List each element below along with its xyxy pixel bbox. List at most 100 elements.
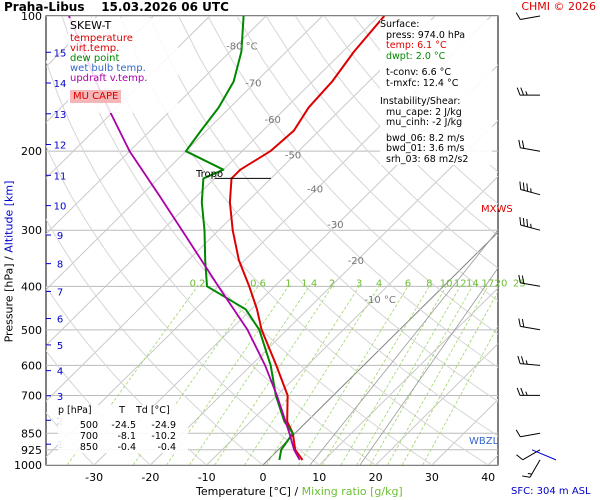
legend-item-temperature: temperature xyxy=(70,33,133,44)
table-row: 700 -8.1 -10.2 xyxy=(58,431,188,442)
wind-barb-flag xyxy=(522,182,525,191)
dry-adiabat xyxy=(207,16,498,335)
mixing-ratio-label: 6 xyxy=(405,278,411,289)
mixing-ratio-line xyxy=(387,286,489,465)
srh03-value: srh_03: 68 m2/s2 xyxy=(386,153,469,165)
wind-barb-flag xyxy=(521,275,525,284)
wind-barb-flag xyxy=(521,356,525,365)
legend: SKEW-T temperature virt.temp. dew point … xyxy=(68,18,178,113)
wind-barb-staff xyxy=(520,15,541,20)
temperature-tick-label: -10 xyxy=(198,471,216,484)
wind-barb-staff xyxy=(520,147,541,152)
isotherm-label: -50 xyxy=(285,151,301,162)
isotherm-line xyxy=(206,175,498,465)
wind-barb-flag xyxy=(517,355,521,364)
level-table: p [hPa] T Td [°C] 500 -24.5 -24.9 700 -8… xyxy=(58,405,188,453)
wind-barb-flag xyxy=(515,12,521,20)
altitude-tick-label: 3 xyxy=(57,392,63,403)
wind-barb-half-flag xyxy=(527,472,532,475)
wind-barb-flag xyxy=(516,454,523,461)
table-cell-td: -24.9 xyxy=(151,420,176,431)
wind-barb-staff xyxy=(520,363,541,366)
y-axis-separator: / xyxy=(2,256,16,260)
surface-tconv: t-conv: 6.6 °C xyxy=(386,67,452,78)
table-header-t: T xyxy=(119,405,125,416)
mixing-ratio-label: 0.2 xyxy=(190,278,206,289)
wind-barb xyxy=(518,274,541,287)
wind-barb-half-flag xyxy=(525,91,528,96)
wind-barb-half-flag xyxy=(525,360,528,365)
wind-barb-flag xyxy=(518,139,521,148)
surface-dwpt: dwpt: 2.0 °C xyxy=(386,50,446,62)
pressure-tick-label: 850 xyxy=(21,427,42,440)
mixing-ratio-line xyxy=(266,286,380,465)
dry-adiabat xyxy=(46,144,320,465)
pressure-tick-label: 700 xyxy=(21,389,42,402)
credit-label: CHMI © 2026 xyxy=(521,0,596,13)
surface-temp: temp: 6.1 °C xyxy=(386,40,447,51)
wind-barb-staff xyxy=(520,189,541,196)
mixing-ratio-label: 17 xyxy=(482,278,495,289)
mixing-ratio-label: 25 xyxy=(513,278,526,289)
isotherm-line xyxy=(375,343,498,465)
pressure-tick-label: 100 xyxy=(21,10,42,23)
isotherm-label: -80 °C xyxy=(226,42,258,53)
legend-item-wet-bulb: wet bulb temp. xyxy=(70,63,146,74)
altitude-tick-label: 4 xyxy=(57,367,63,378)
mixing-ratio-label: 10 xyxy=(440,278,453,289)
instability-title: Instability/Shear: xyxy=(380,96,461,107)
dry-adiabat xyxy=(46,59,376,465)
mixing-ratio-label: 1.4 xyxy=(301,278,317,289)
dry-adiabat xyxy=(46,218,264,465)
wind-barb-flag xyxy=(518,318,521,327)
station-title: Praha-Libus 15.03.2026 06 UTC xyxy=(4,0,229,14)
x-axis-mixing-label: Mixing ratio [g/kg] xyxy=(301,485,403,498)
wind-barb-flag xyxy=(521,318,525,328)
pressure-tick-label: 200 xyxy=(21,145,42,158)
isotherm-label: -40 xyxy=(307,185,323,196)
wind-barb-flag xyxy=(521,140,525,149)
level-table-header: p [hPa] T Td [°C] xyxy=(58,405,188,416)
wind-barb xyxy=(522,459,541,478)
temperature-tick-label: 0 xyxy=(260,471,267,484)
wind-barb xyxy=(519,217,541,231)
legend-badge-mu-cape: MU CAPE xyxy=(70,90,122,103)
mixing-ratio-label: 3 xyxy=(356,278,362,289)
wind-barb-staff xyxy=(520,325,541,331)
legend-item-updraft: updraft v.temp. xyxy=(70,73,148,84)
bwd06-value: bwd_06: 8.2 m/s xyxy=(386,132,465,144)
mixing-ratio-label: 12 xyxy=(454,278,467,289)
wind-barb-staff xyxy=(522,449,541,461)
wind-barb xyxy=(516,387,540,396)
temperature-tick-label: -30 xyxy=(85,471,103,484)
temperature-tick-label: -20 xyxy=(141,471,159,484)
mixing-ratio-line xyxy=(422,325,498,465)
table-cell-p: 500 xyxy=(79,420,98,431)
table-cell-td: -0.4 xyxy=(157,442,176,453)
table-cell-t: -0.4 xyxy=(117,442,136,453)
temperature-tick-label: 40 xyxy=(481,471,495,484)
isotherm-label: -70 xyxy=(245,78,261,89)
sfc-label: SFC: 304 m ASL xyxy=(511,486,591,497)
pressure-tick-label: 1000 xyxy=(14,459,42,472)
mixing-ratio-label: 2 xyxy=(329,278,335,289)
altitude-tick-label: 9 xyxy=(57,231,63,242)
wind-barb xyxy=(517,355,541,366)
altitude-tick-label: 13 xyxy=(54,110,67,121)
sounding-datetime: 15.03.2026 06 UTC xyxy=(101,0,229,14)
isotherm-line xyxy=(150,120,498,465)
legend-item-virt-temp: virt.temp. xyxy=(70,43,120,54)
wind-barb xyxy=(519,181,541,196)
x-axis-title: Temperature [°C] / Mixing ratio [g/kg] xyxy=(196,485,403,498)
wind-barb-staff xyxy=(520,432,541,438)
dry-adiabat xyxy=(265,16,498,269)
wind-barb xyxy=(518,318,541,331)
temperature-tick-label: 30 xyxy=(425,471,439,484)
wind-barb xyxy=(516,87,540,96)
dry-adiabat xyxy=(149,16,498,403)
pressure-tick-label: 400 xyxy=(21,280,42,293)
surface-title: Surface: xyxy=(380,19,420,30)
series-dew-point-line xyxy=(184,16,294,461)
wind-barb-flag xyxy=(519,217,522,226)
wind-barb-flag xyxy=(516,387,521,396)
